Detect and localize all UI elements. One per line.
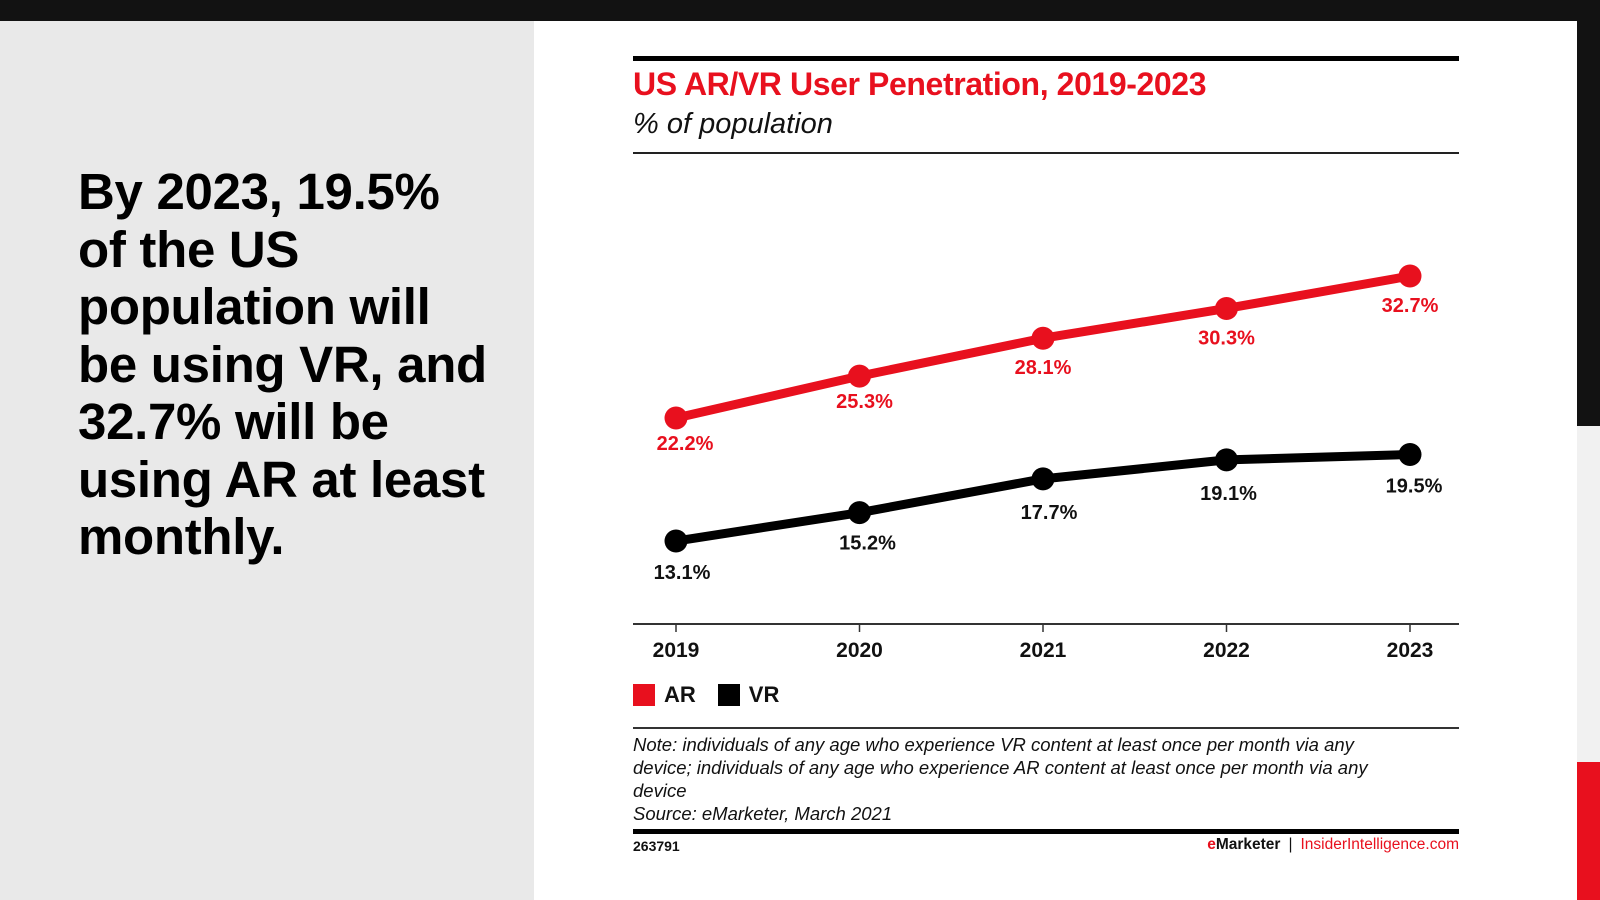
footer-brand: eMarketer | InsiderIntelligence.com <box>1207 836 1459 854</box>
data-label-ar: 30.3% <box>1198 327 1255 349</box>
x-tick-label: 2021 <box>1020 639 1067 662</box>
data-point-ar <box>848 364 871 388</box>
legend-label-vr: VR <box>748 682 780 707</box>
x-tick-label: 2023 <box>1387 639 1434 662</box>
note-line: device; individuals of any age who exper… <box>633 757 1368 778</box>
headline-panel <box>0 21 534 900</box>
source-line: Source: eMarketer, March 2021 <box>633 803 893 824</box>
data-label-vr: 19.5% <box>1386 476 1443 498</box>
chart-id: 263791 <box>633 838 680 854</box>
legend-item-ar: AR <box>633 682 696 708</box>
chart-top-rule <box>633 56 1459 61</box>
data-label-ar: 28.1% <box>1015 357 1072 379</box>
note-line: Note: individuals of any age who experie… <box>633 734 1354 755</box>
chart-legend: AR VR <box>633 682 801 708</box>
x-tick-label: 2019 <box>653 639 700 662</box>
data-point-ar <box>1215 296 1238 320</box>
x-tick-label: 2022 <box>1203 639 1250 662</box>
data-point-ar <box>1398 264 1422 288</box>
data-point-vr <box>1215 448 1238 472</box>
note-line: device <box>633 780 687 801</box>
subtitle-rule <box>633 152 1459 154</box>
legend-item-vr: VR <box>717 682 780 708</box>
data-point-vr <box>848 501 871 525</box>
right-accent-dark <box>1577 0 1600 426</box>
brand-site-link[interactable]: InsiderIntelligence.com <box>1300 836 1459 853</box>
chart-title: US AR/VR User Penetration, 2019-2023 <box>633 66 1207 102</box>
data-label-vr: 15.2% <box>839 533 896 555</box>
data-label-ar: 22.2% <box>657 433 714 455</box>
right-accent-light <box>1577 426 1600 762</box>
data-label-ar: 25.3% <box>836 391 893 413</box>
data-label-vr: 19.1% <box>1200 483 1257 505</box>
data-label-vr: 13.1% <box>654 562 711 584</box>
data-point-ar <box>664 406 688 430</box>
headline-text: By 2023, 19.5% of the US population will… <box>78 163 487 565</box>
brand-logo-e: e <box>1207 836 1216 853</box>
right-accent-red <box>1577 762 1600 900</box>
brand-separator: | <box>1288 836 1293 853</box>
data-label-vr: 17.7% <box>1021 502 1078 524</box>
legend-swatch-vr <box>717 684 740 706</box>
note-rule <box>633 727 1459 729</box>
data-label-ar: 32.7% <box>1382 295 1439 317</box>
brand-logo-name: Marketer <box>1215 836 1281 853</box>
chart-subtitle: % of population <box>633 108 833 140</box>
top-bar <box>0 0 1600 21</box>
legend-label-ar: AR <box>664 682 696 707</box>
data-point-vr <box>1398 443 1422 467</box>
chart-notes: Note: individuals of any age who experie… <box>633 733 1463 825</box>
data-point-vr <box>1031 467 1055 491</box>
chart-bottom-rule <box>633 829 1459 834</box>
x-tick-label: 2020 <box>836 639 883 662</box>
data-point-ar <box>1031 326 1055 350</box>
legend-swatch-ar <box>633 684 655 706</box>
data-point-vr <box>664 529 688 553</box>
